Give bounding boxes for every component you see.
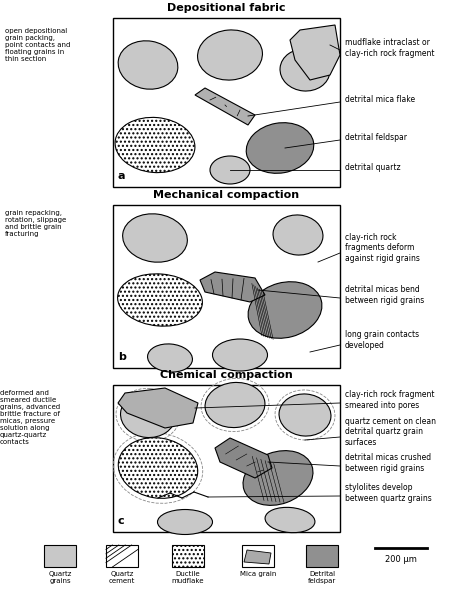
FancyBboxPatch shape: [113, 18, 340, 187]
Text: detrital micas crushed
between rigid grains: detrital micas crushed between rigid gra…: [345, 453, 431, 473]
Ellipse shape: [157, 509, 212, 535]
Text: quartz cement on clean
detrital quartz grain
surfaces: quartz cement on clean detrital quartz g…: [345, 417, 436, 447]
Ellipse shape: [123, 214, 187, 262]
Ellipse shape: [279, 394, 331, 436]
Ellipse shape: [118, 41, 178, 89]
Ellipse shape: [210, 156, 250, 184]
Text: Ductile
mudflake: Ductile mudflake: [172, 571, 204, 584]
Polygon shape: [200, 272, 265, 302]
FancyBboxPatch shape: [172, 545, 204, 567]
Text: clay-rich rock fragment
smeared into pores: clay-rich rock fragment smeared into por…: [345, 390, 435, 410]
Text: Quartz
grains: Quartz grains: [48, 571, 72, 584]
Ellipse shape: [205, 382, 265, 427]
Text: Quartz
cement: Quartz cement: [109, 571, 135, 584]
FancyBboxPatch shape: [106, 545, 138, 567]
Polygon shape: [215, 438, 272, 478]
Text: a: a: [118, 171, 126, 181]
Text: grain repacking,
rotation, slippage
and brittle grain
fracturing: grain repacking, rotation, slippage and …: [5, 210, 66, 237]
Ellipse shape: [118, 438, 198, 498]
Polygon shape: [118, 388, 198, 428]
Ellipse shape: [265, 507, 315, 532]
Text: Detrital
feldspar: Detrital feldspar: [308, 571, 336, 584]
FancyBboxPatch shape: [113, 205, 340, 368]
Polygon shape: [290, 25, 340, 80]
Text: detrital quartz: detrital quartz: [345, 163, 401, 172]
Text: Mica grain: Mica grain: [240, 571, 276, 577]
Text: long grain contacts
developed: long grain contacts developed: [345, 330, 419, 350]
Ellipse shape: [273, 215, 323, 255]
Text: open depositional
grain packing,
point contacts and
floating grains in
thin sect: open depositional grain packing, point c…: [5, 28, 70, 62]
Text: detrital mica flake: detrital mica flake: [345, 95, 415, 104]
Text: mudflake intraclast or
clay-rich rock fragment: mudflake intraclast or clay-rich rock fr…: [345, 38, 435, 58]
Ellipse shape: [280, 49, 330, 91]
Ellipse shape: [198, 30, 263, 80]
Text: stylolites develop
between quartz grains: stylolites develop between quartz grains: [345, 483, 432, 503]
Text: clay-rich rock
fragments deform
against rigid grains: clay-rich rock fragments deform against …: [345, 233, 420, 263]
Ellipse shape: [212, 339, 267, 371]
Ellipse shape: [118, 274, 202, 326]
Text: deformed and
smeared ductile
grains, advanced
brittle fracture of
micas, pressur: deformed and smeared ductile grains, adv…: [0, 390, 60, 445]
Text: c: c: [118, 516, 125, 526]
FancyBboxPatch shape: [242, 545, 274, 567]
Text: detrital feldspar: detrital feldspar: [345, 134, 407, 143]
FancyBboxPatch shape: [306, 545, 338, 567]
Text: detrital micas bend
between rigid grains: detrital micas bend between rigid grains: [345, 285, 424, 305]
Ellipse shape: [246, 123, 314, 174]
FancyBboxPatch shape: [44, 545, 76, 567]
Ellipse shape: [243, 450, 313, 506]
Ellipse shape: [120, 393, 175, 438]
Text: b: b: [118, 352, 126, 362]
Polygon shape: [195, 88, 255, 125]
Ellipse shape: [115, 117, 195, 172]
Text: Chemical compaction: Chemical compaction: [160, 370, 293, 380]
Text: Depositional fabric: Depositional fabric: [167, 3, 286, 13]
Text: Mechanical compaction: Mechanical compaction: [154, 190, 300, 200]
Ellipse shape: [147, 344, 192, 372]
FancyBboxPatch shape: [113, 385, 340, 532]
Ellipse shape: [248, 282, 322, 338]
Text: 200 μm: 200 μm: [385, 555, 417, 564]
Polygon shape: [244, 550, 271, 564]
